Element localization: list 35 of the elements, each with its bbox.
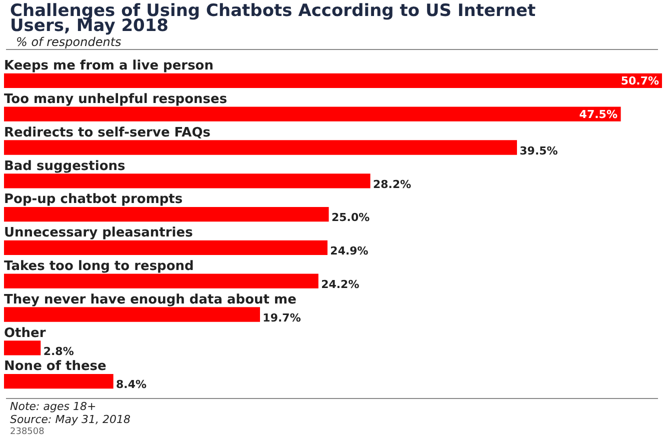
data-label: 24.9%	[330, 244, 368, 258]
y-tick-label: Other	[4, 326, 46, 341]
data-label: 24.2%	[321, 278, 360, 291]
bar	[4, 73, 662, 88]
y-tick-label: Too many unhelpful responses	[4, 92, 228, 107]
bar	[4, 206, 329, 222]
data-label: 47.5%	[579, 108, 618, 121]
bar	[4, 374, 114, 389]
text: 238508	[10, 426, 46, 439]
y-tick-label: Pop-up chatbot prompts	[4, 192, 183, 208]
data-label: 19.7%	[262, 311, 301, 324]
bar	[4, 240, 328, 256]
y-tick-label: They never have enough data about me	[4, 292, 297, 308]
y-tick-label: Redirects to self-serve FAQs	[4, 125, 211, 140]
y-tick-label: Takes too long to respond	[4, 258, 194, 274]
data-label: 50.7%	[620, 74, 659, 88]
data-label: 28.2%	[372, 178, 412, 191]
data-label: 8.4%	[116, 378, 147, 392]
bar	[4, 174, 370, 188]
bar	[4, 106, 621, 122]
data-label: 2.8%	[43, 344, 74, 358]
bar	[4, 140, 517, 155]
y-tick-label: Bad suggestions	[4, 158, 126, 174]
bar	[4, 274, 318, 288]
data-label: 25.0%	[331, 211, 370, 224]
chart-title: Challenges of Using Chatbots According to US Internet Users, May 2018	[9, 0, 537, 36]
source-note: Source: May 31, 2018	[10, 413, 132, 426]
text: Note: ages 18+	[10, 400, 98, 413]
y-tick-label: Keeps me from a live person	[4, 58, 214, 74]
y-tick-label: Unnecessary pleasantries	[4, 226, 194, 241]
y-tick-label: None of these	[4, 359, 107, 374]
bar	[4, 340, 41, 356]
bar	[4, 307, 260, 322]
chart-subtitle: % of respondents	[6, 34, 658, 50]
data-label: 39.5%	[520, 144, 558, 158]
